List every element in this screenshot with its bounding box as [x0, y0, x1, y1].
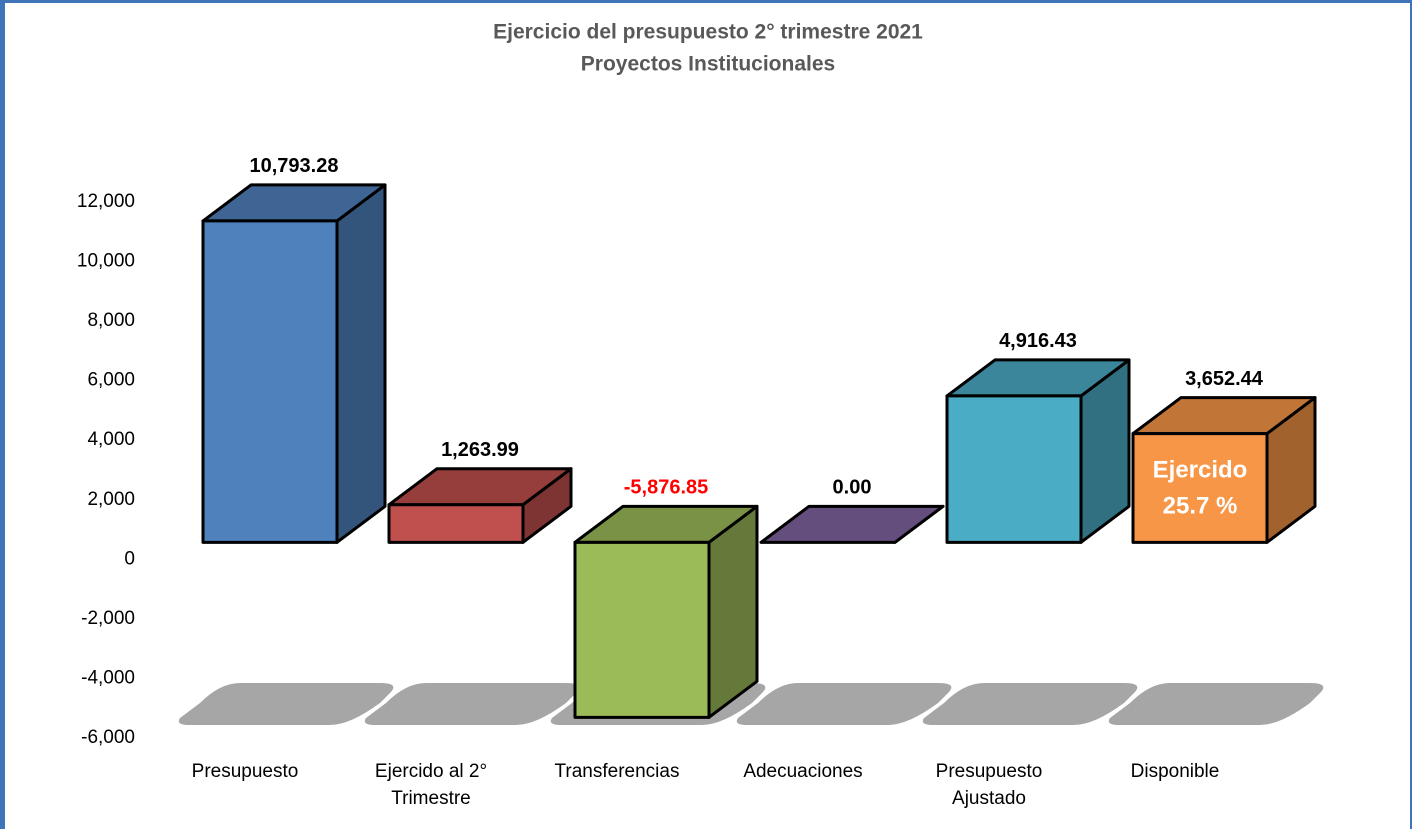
x-tick-label: Disponible	[1130, 761, 1220, 782]
y-tick-label: -2,000	[81, 608, 135, 629]
x-tick-label: Ejercido al 2° Trimestre	[374, 761, 488, 809]
bar-front	[387, 503, 525, 544]
floor-shadow	[736, 683, 952, 725]
y-tick-label: 10,000	[77, 251, 135, 272]
value-label: -5,876.85	[624, 477, 709, 499]
bar-side	[335, 183, 387, 544]
y-tick-label: -6,000	[81, 727, 135, 748]
floor-shadow	[364, 683, 580, 725]
y-tick-label: -4,000	[81, 667, 135, 688]
y-tick-label: 2,000	[87, 489, 135, 510]
chart-title: Ejercicio del presupuesto 2° trimestre 2…	[493, 21, 923, 44]
value-label: 3,652.44	[1185, 368, 1264, 390]
floor-shadow	[178, 683, 394, 725]
bar-front	[573, 540, 711, 719]
bar-front	[201, 219, 339, 544]
value-label: 4,916.43	[999, 330, 1077, 352]
x-tick-label: Presupuesto Ajustado	[935, 761, 1043, 809]
y-tick-label: 8,000	[87, 310, 135, 331]
y-tick-label: 6,000	[87, 370, 135, 391]
value-label: 10,793.28	[250, 155, 339, 177]
y-tick-label: 0	[124, 548, 135, 569]
bar-front	[1131, 432, 1269, 544]
floor-shadow	[1108, 683, 1324, 725]
annotation: Ejercido	[1153, 456, 1248, 483]
bar-top	[759, 504, 945, 544]
value-label: 0.00	[833, 477, 872, 499]
chart: Ejercicio del presupuesto 2° trimestre 2…	[77, 21, 1324, 748]
y-tick-label: 4,000	[87, 429, 135, 450]
annotation: 25.7 %	[1163, 492, 1238, 519]
chart-subtitle: Proyectos Institucionales	[581, 53, 835, 76]
x-tick-label: Presupuesto	[191, 761, 299, 782]
y-tick-label: 12,000	[77, 191, 135, 212]
x-tick-label: Adecuaciones	[743, 761, 863, 782]
bar-front	[945, 394, 1083, 544]
x-tick-label: Transferencias	[554, 761, 680, 782]
floor-shadow	[922, 683, 1138, 725]
value-label: 1,263.99	[441, 439, 519, 461]
